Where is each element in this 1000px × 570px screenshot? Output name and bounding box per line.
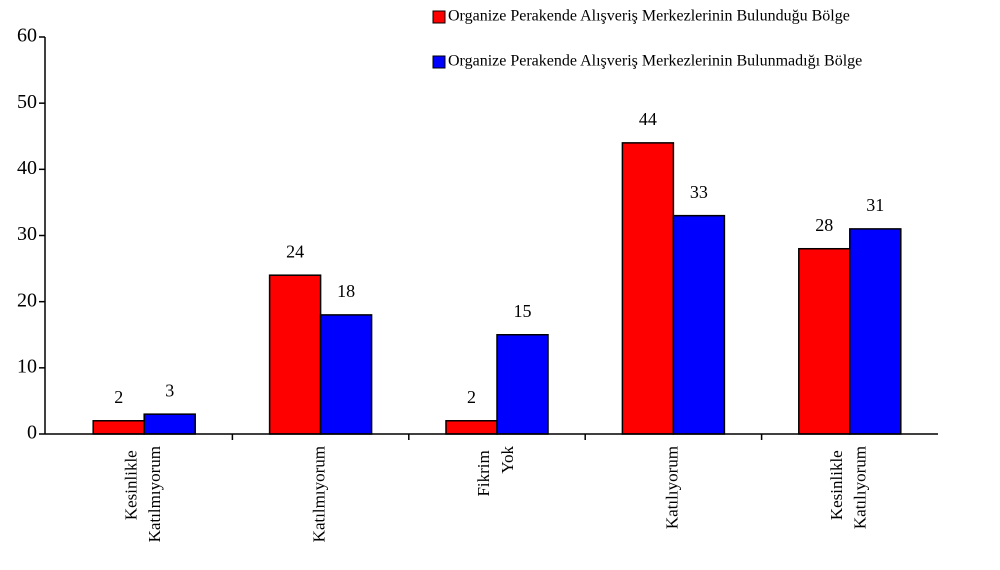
- x-tick-label: Kesinlikle Katılıyorum: [827, 446, 870, 529]
- data-label: 3: [165, 380, 174, 400]
- data-label: 2: [114, 387, 123, 407]
- y-tick-label: 30: [17, 223, 37, 245]
- data-label: 31: [866, 195, 884, 215]
- y-tick-label: 0: [27, 422, 37, 444]
- data-label: 28: [815, 215, 833, 235]
- bar: [496, 334, 549, 435]
- x-tick-label: Katılıyorum: [662, 446, 681, 529]
- bar: [92, 420, 145, 435]
- bar: [319, 314, 373, 435]
- data-label: 44: [639, 109, 657, 129]
- legend-swatch: [432, 55, 446, 69]
- bar: [798, 247, 851, 435]
- bar: [268, 274, 322, 435]
- bar: [143, 413, 196, 435]
- bar: [445, 420, 498, 435]
- data-label: 18: [337, 281, 355, 301]
- x-tick-label: Fikrim Yok: [474, 446, 517, 497]
- data-label: 2: [467, 387, 476, 407]
- data-label: 24: [286, 241, 304, 261]
- bar: [849, 228, 902, 435]
- legend-swatch: [432, 10, 446, 24]
- data-label: 15: [514, 301, 532, 321]
- data-label: 33: [690, 182, 708, 202]
- legend-label: Organize Perakende Alışveriş Merkezlerin…: [448, 8, 850, 25]
- bar: [672, 214, 726, 435]
- x-tick-label: Katılmıyorum: [310, 446, 329, 542]
- legend-label: Organize Perakende Alışveriş Merkezlerin…: [448, 53, 862, 70]
- y-tick-label: 60: [17, 25, 37, 47]
- y-tick-label: 10: [17, 355, 37, 377]
- y-tick-label: 20: [17, 289, 37, 311]
- y-tick-label: 50: [17, 91, 37, 113]
- x-tick-label: Kesinlikle Katılmıyorum: [121, 446, 164, 542]
- bar: [621, 142, 675, 435]
- y-tick-label: 40: [17, 157, 37, 179]
